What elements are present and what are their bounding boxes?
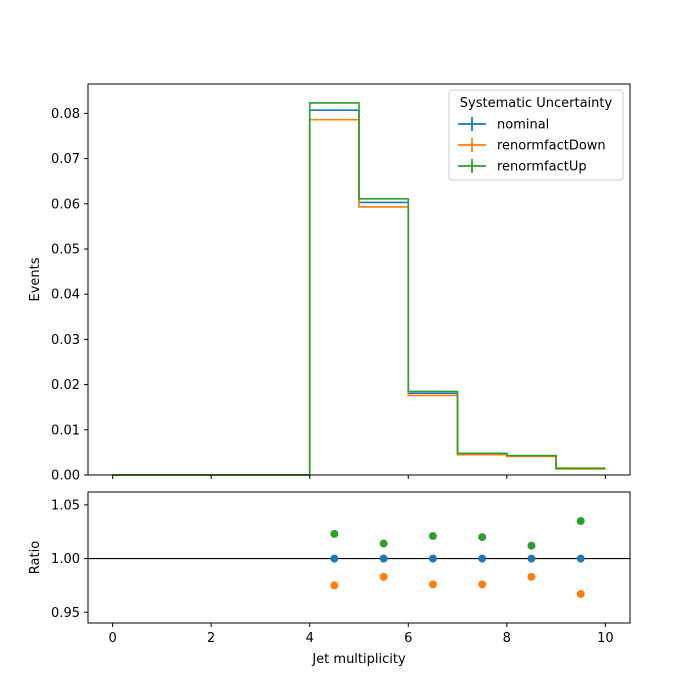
ratio-point-renormfactUp: [428, 532, 437, 541]
ratio-point-renormfactUp: [478, 533, 487, 542]
ratio-point-renormfactUp: [330, 529, 339, 538]
main-ytick-label: 0.06: [51, 197, 80, 212]
ratio-xtick-label: 2: [207, 631, 215, 646]
main-ytick-label: 0.08: [51, 107, 80, 122]
ratio-point-nominal: [478, 554, 487, 563]
ratio-ytick-label: 1.00: [51, 552, 80, 567]
ratio-xtick-label: 10: [597, 631, 614, 646]
legend-frame: [448, 89, 624, 181]
ratio-point-renormfactDown: [379, 572, 388, 581]
ratio-point-renormfactDown: [428, 580, 437, 589]
ratio-point-renormfactUp: [576, 516, 585, 525]
ratio-xtick-label: 8: [503, 631, 511, 646]
xlabel: Jet multiplicity: [311, 652, 406, 667]
ratio-xtick-label: 6: [404, 631, 412, 646]
legend-label-renormfactUp: renormfactUp: [497, 160, 587, 175]
ratio-ylabel: Ratio: [28, 541, 43, 574]
ratio-ytick-label: 1.05: [51, 498, 80, 513]
ratio-point-renormfactUp: [527, 541, 536, 550]
ratio-point-nominal: [428, 554, 437, 563]
main-ytick-label: 0.03: [51, 333, 80, 348]
main-ytick-label: 0.01: [51, 423, 80, 438]
ratio-point-renormfactDown: [478, 580, 487, 589]
ratio-xtick-label: 0: [108, 631, 116, 646]
legend-title: Systematic Uncertainty: [460, 96, 613, 111]
main-ylabel: Events: [28, 257, 43, 301]
main-ytick-label: 0.07: [51, 152, 80, 167]
main-ytick-label: 0.02: [51, 378, 80, 393]
ratio-point-renormfactDown: [330, 581, 339, 590]
ratio-point-renormfactUp: [379, 539, 388, 548]
ratio-point-renormfactDown: [576, 590, 585, 599]
legend-label-renormfactDown: renormfactDown: [497, 139, 606, 154]
ratio-xtick-label: 4: [306, 631, 314, 646]
main-ytick-label: 0.00: [51, 469, 80, 484]
ratio-panel: 0.95 1.00 1.05 0 2 4 6 8 10 Ratio Jet multiplicity: [28, 491, 631, 667]
ratio-point-renormfactDown: [527, 572, 536, 581]
legend-label-nominal: nominal: [497, 118, 549, 133]
main-panel: 0.00 0.01 0.02 0.03 0.04 0.05 0.06 0.07 0.08 Even…: [28, 83, 631, 484]
main-ytick-label: 0.05: [51, 242, 80, 257]
ratio-ytick-label: 0.95: [51, 606, 80, 621]
main-ytick-label: 0.04: [51, 288, 80, 303]
legend: Systematic Uncertainty nominal renormfactD…: [448, 89, 624, 181]
ratio-axes-frame: [87, 491, 631, 624]
ratio-point-nominal: [527, 554, 536, 563]
main-axes-frame: [87, 83, 631, 476]
ratio-point-nominal: [330, 554, 339, 563]
ratio-point-nominal: [379, 554, 388, 563]
ratio-point-nominal: [576, 554, 585, 563]
